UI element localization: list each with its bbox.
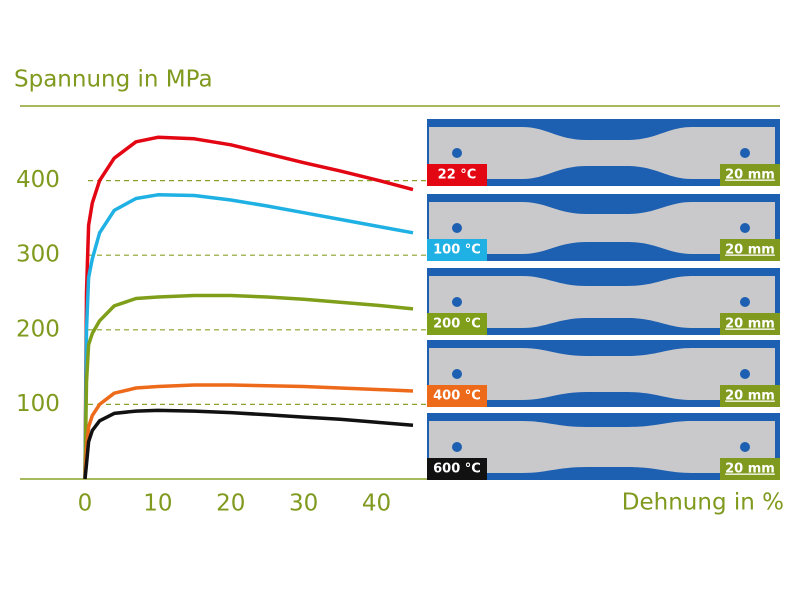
y-tick-label: 300 (16, 242, 60, 268)
scale-badge (720, 239, 780, 261)
hole (452, 223, 462, 233)
specimen (429, 348, 775, 400)
hole (740, 442, 750, 452)
series-line (83, 193, 414, 480)
specimen-photo: 200 °C 20 mm (427, 268, 780, 335)
specimen-photo: 400 °C 20 mm (427, 340, 780, 407)
y-axis-label: Spannung in MPa (14, 67, 213, 93)
series-line (83, 135, 414, 480)
x-tick-label: 0 (78, 491, 93, 517)
hole (452, 297, 462, 307)
specimen-photo: 600 °C 20 mm (427, 413, 780, 480)
scale-badge (720, 458, 780, 480)
x-tick-label: 40 (362, 491, 391, 517)
series-line (83, 293, 414, 480)
legend-label: 200 °C (433, 317, 481, 332)
specimen (429, 127, 775, 179)
hole (740, 223, 750, 233)
y-tick-label: 200 (16, 316, 60, 342)
scale-badge (720, 385, 780, 407)
specimen-photo: 22 °C 20 mm (427, 119, 780, 186)
scale-label: 20 mm (725, 389, 775, 404)
x-tick-label: 30 (289, 491, 318, 517)
specimen (429, 202, 775, 254)
temperature-badge (427, 313, 487, 335)
scale-label: 20 mm (725, 462, 775, 477)
specimen (429, 276, 775, 328)
scale-badge (720, 164, 780, 186)
x-axis-label: Dehnung in % (622, 490, 784, 516)
hole (452, 369, 462, 379)
legend-label: 100 °C (433, 243, 481, 258)
y-tick-label: 400 (16, 167, 60, 193)
temperature-badge (427, 385, 487, 407)
hole (740, 297, 750, 307)
y-tick-label: 100 (16, 391, 60, 417)
scale-label: 20 mm (725, 168, 775, 183)
legend-label: 22 °C (438, 168, 477, 183)
scale-label: 20 mm (725, 243, 775, 258)
specimen-photo: 100 °C 20 mm (427, 194, 780, 261)
hole (740, 148, 750, 158)
hole (452, 442, 462, 452)
x-tick-label: 20 (216, 491, 245, 517)
specimen (429, 421, 775, 473)
scale-label: 20 mm (725, 317, 775, 332)
temperature-badge (427, 239, 487, 261)
hole (452, 148, 462, 158)
legend-label: 400 °C (433, 389, 481, 404)
x-tick-label: 10 (143, 491, 172, 517)
series-line (83, 408, 414, 480)
temperature-badge (427, 458, 487, 480)
hole (740, 369, 750, 379)
temperature-badge (427, 164, 487, 186)
legend-label: 600 °C (433, 462, 481, 477)
series-line (83, 383, 414, 480)
scale-badge (720, 313, 780, 335)
